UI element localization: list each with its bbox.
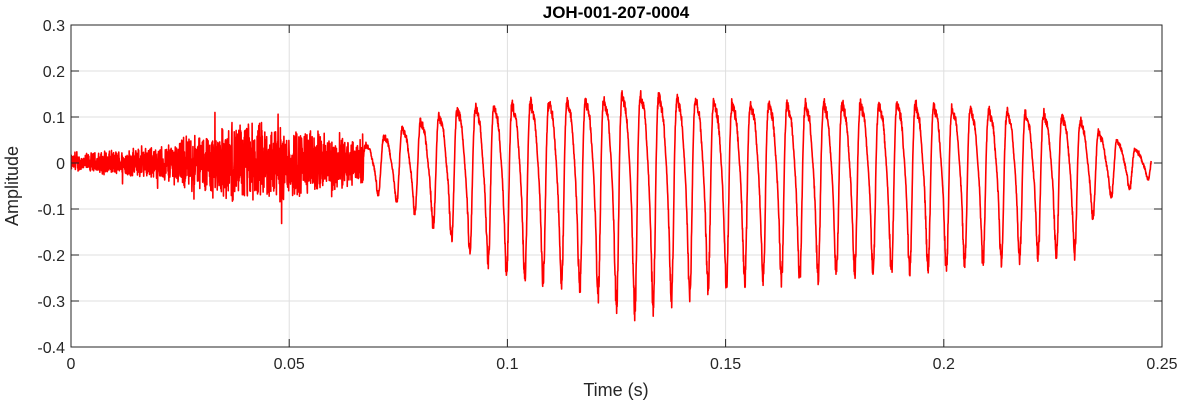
x-tick-label: 0.25 [1146, 356, 1177, 373]
x-tick-label: 0.15 [710, 356, 741, 373]
x-tick-label: 0 [67, 356, 76, 373]
x-tick-label: 0.2 [933, 356, 955, 373]
y-tick-labels: -0.4 -0.3 -0.2 -0.1 0 0.1 0.2 0.3 [37, 18, 65, 357]
chart-title: JOH-001-207-0004 [543, 3, 690, 22]
y-tick-label: -0.3 [37, 294, 65, 311]
axes-box [70, 24, 1163, 348]
y-tick-label: 0.3 [43, 18, 65, 35]
y-tick-label: -0.1 [37, 202, 65, 219]
y-tick-label: 0.2 [43, 64, 65, 81]
signal-series-line [71, 89, 1152, 322]
y-tick-label: -0.2 [37, 248, 65, 265]
x-tick-labels: 0 0.05 0.1 0.15 0.2 0.25 [67, 356, 1178, 373]
y-tick-label: 0.1 [43, 110, 65, 127]
tick-marks [70, 24, 1163, 348]
plot-area [71, 89, 1152, 322]
y-tick-label: -0.4 [37, 340, 65, 357]
x-axis-label: Time (s) [583, 380, 648, 400]
y-axis-label: Amplitude [2, 146, 22, 226]
x-tick-label: 0.1 [496, 356, 518, 373]
x-tick-label: 0.05 [274, 356, 305, 373]
y-tick-label: 0 [56, 156, 65, 173]
